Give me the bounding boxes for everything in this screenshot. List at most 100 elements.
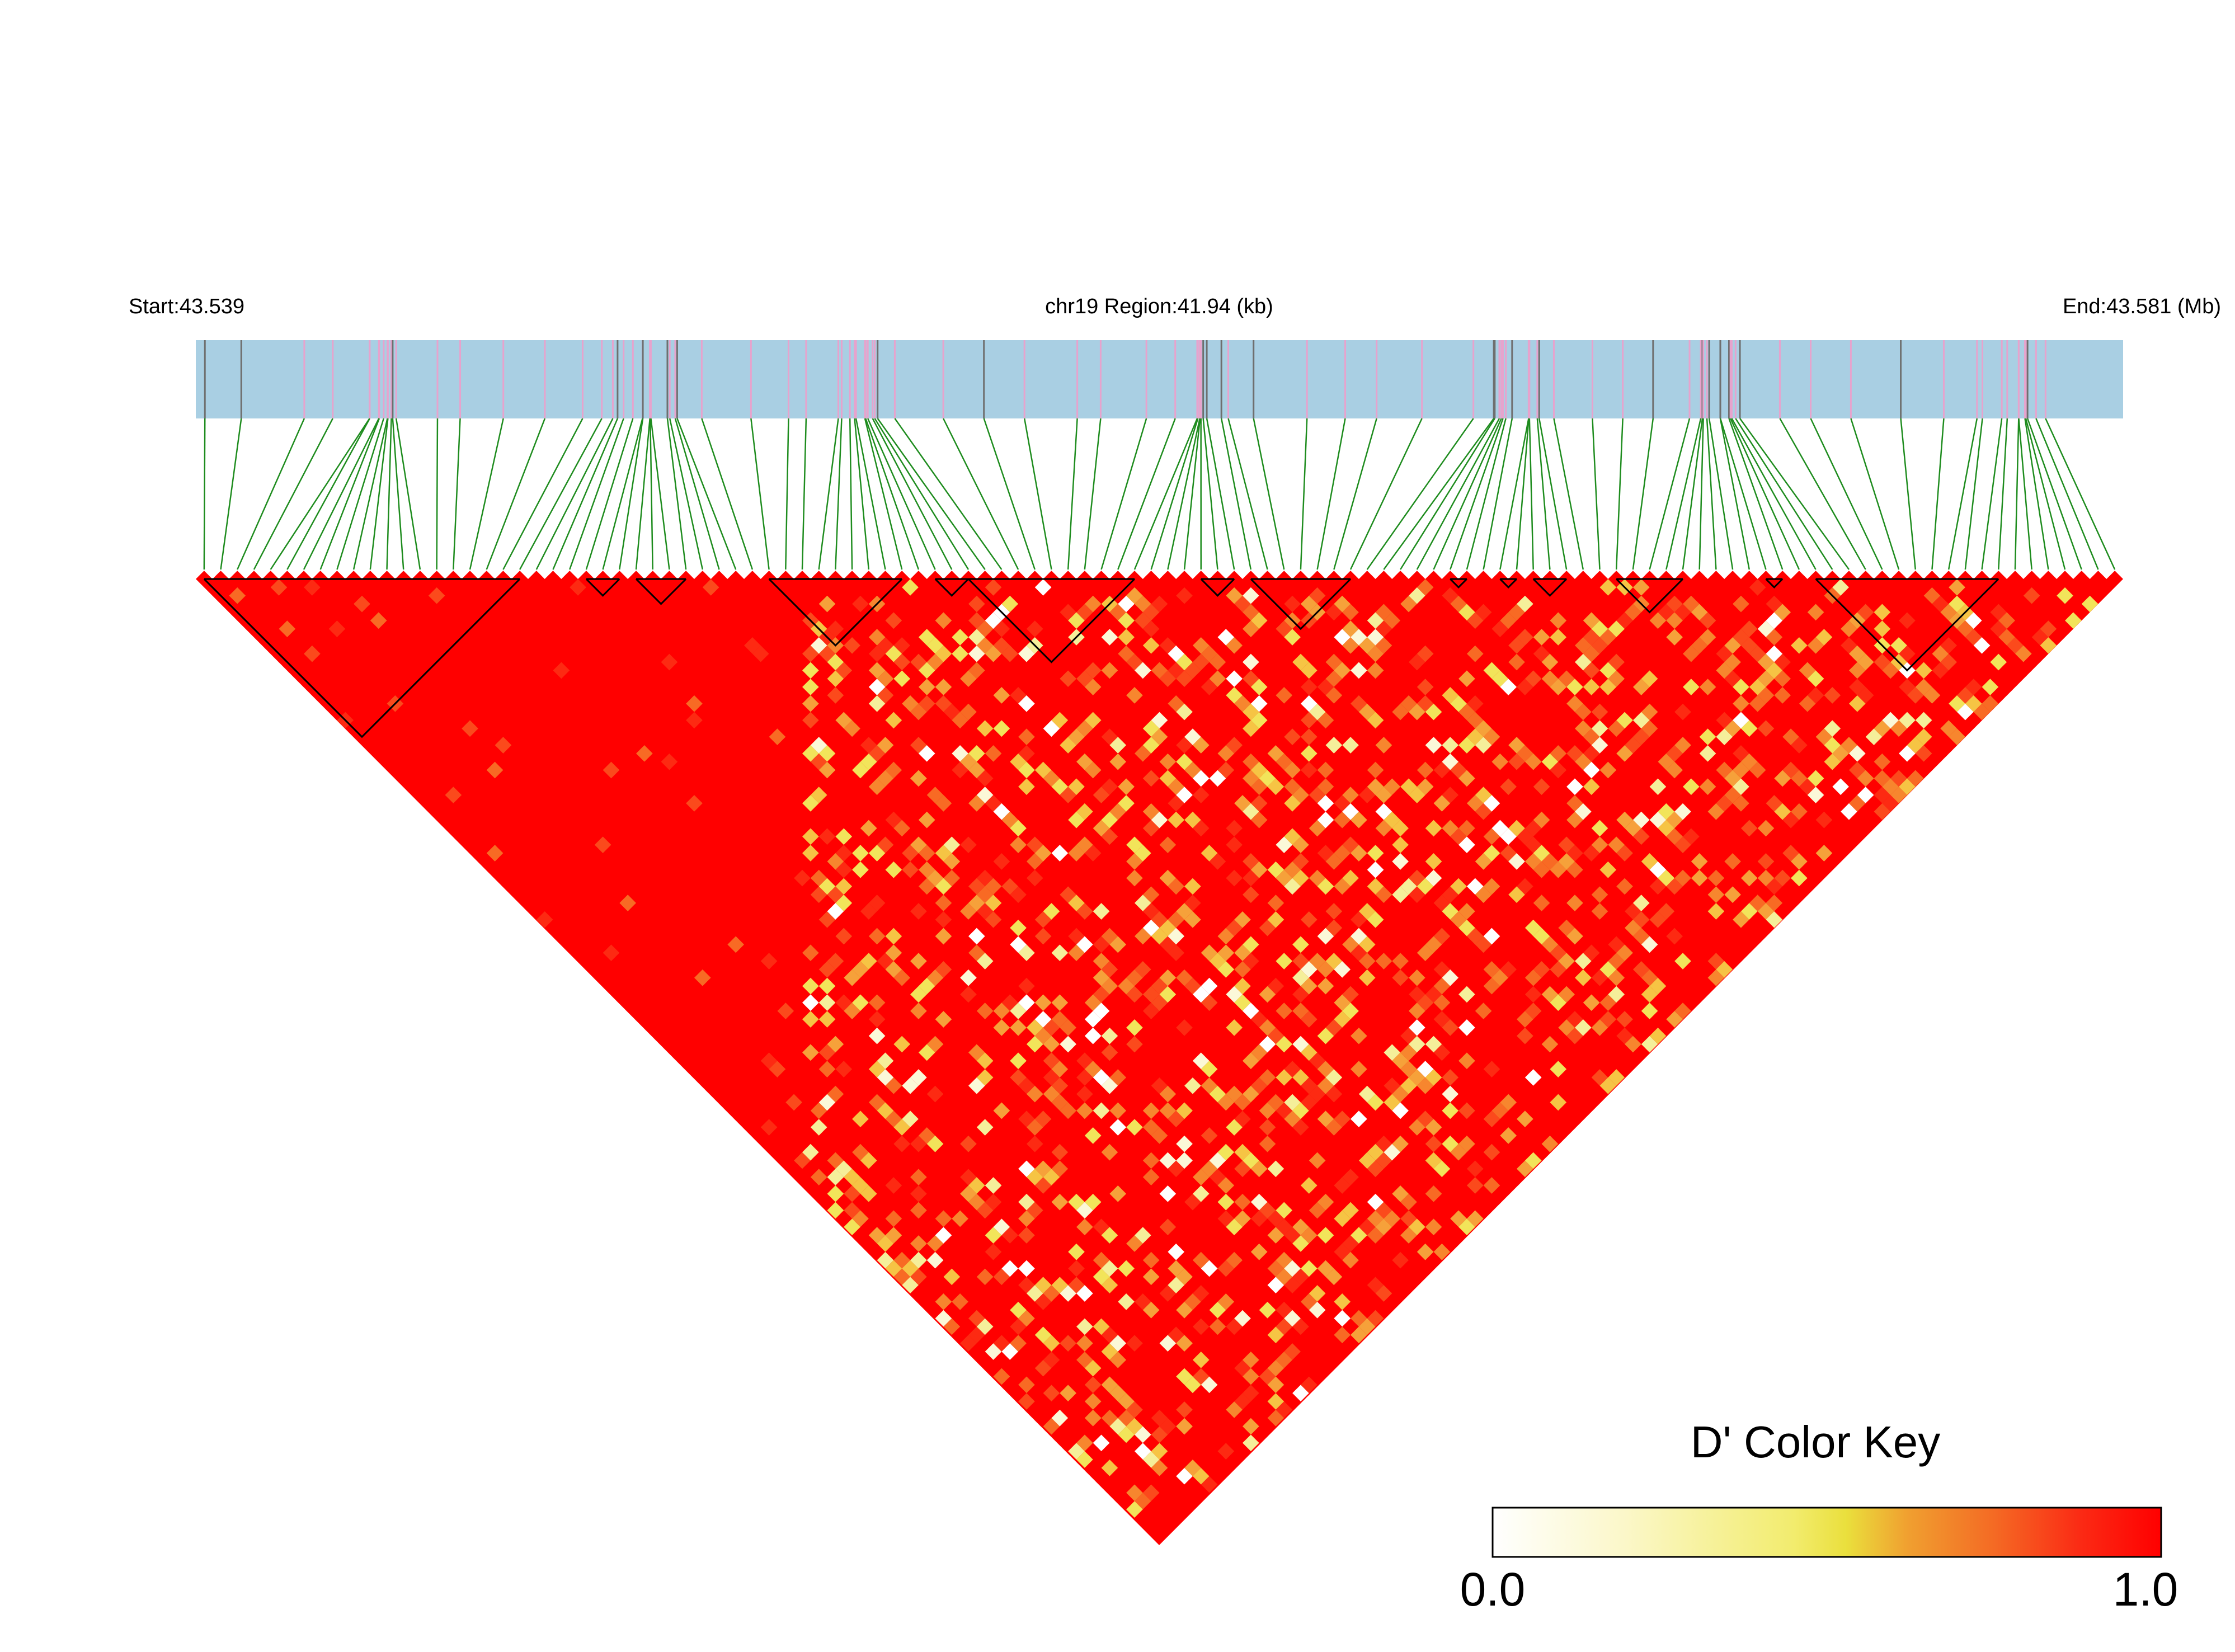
ld-cell <box>1641 670 1658 688</box>
ld-diagonal-cell <box>1524 571 1542 579</box>
ld-cell <box>1874 604 1891 621</box>
ld-cell <box>1242 953 1259 969</box>
ld-cell <box>818 878 836 895</box>
ld-cell <box>1392 836 1409 854</box>
ld-cell <box>1591 703 1608 721</box>
ld-cell <box>1351 662 1367 679</box>
ld-cell <box>1483 961 1500 978</box>
ld-cell <box>1076 1102 1093 1119</box>
ld-cell <box>1250 1160 1268 1178</box>
ld-cell <box>1118 629 1135 646</box>
snp-connector <box>1466 418 1507 570</box>
ld-cell <box>1500 961 1517 978</box>
ld-diagonal-cell <box>1093 571 1110 579</box>
ld-cell <box>1300 745 1318 762</box>
ld-cell <box>1276 1401 1293 1418</box>
ld-cell <box>1126 1036 1143 1053</box>
ld-cell <box>1151 595 1168 613</box>
ld-cell <box>1325 1019 1343 1036</box>
snp-connector <box>486 418 546 570</box>
ld-cell <box>1068 845 1085 862</box>
ld-diagonal-cell <box>328 571 346 579</box>
ld-cell <box>827 903 844 920</box>
ld-diagonal-cell <box>279 571 296 579</box>
ld-cell <box>1018 695 1035 712</box>
ld-diagonal-cell <box>495 571 512 579</box>
ld-cell <box>1101 1227 1118 1244</box>
haplotype-block-outline <box>934 578 970 597</box>
ld-cell <box>1209 1301 1226 1319</box>
snp-connector <box>1698 418 1704 570</box>
ld-cell <box>1076 1218 1093 1236</box>
ld-cell <box>910 1003 927 1020</box>
ld-cell <box>893 637 911 654</box>
ld-cell <box>943 1318 961 1335</box>
ld-cell <box>935 878 952 895</box>
snp-connector <box>1433 418 1502 570</box>
ld-cell <box>1043 903 1060 920</box>
ld-diagonal-cell <box>1940 571 1958 579</box>
ld-cell <box>1815 811 1833 829</box>
ld-diagonal-cell <box>1192 571 1210 579</box>
ld-cell <box>1699 629 1716 646</box>
ld-cell <box>993 1368 1010 1385</box>
ld-cell <box>968 928 985 945</box>
ld-diagonal-cell <box>395 571 412 579</box>
ld-cell <box>1442 969 1459 986</box>
snp-connector <box>867 418 936 570</box>
ld-cell <box>1890 787 1907 803</box>
ld-cell <box>1442 1102 1459 1119</box>
ld-diagonal-cell <box>993 571 1010 579</box>
ld-cell <box>1666 595 1683 613</box>
ld-cell <box>1599 861 1617 878</box>
ld-cell <box>802 944 819 962</box>
ld-cell <box>1566 811 1583 829</box>
ld-cell <box>1093 1434 1110 1452</box>
snp-connector <box>1499 418 1530 570</box>
ld-cell <box>1342 986 1359 1003</box>
ld-cell <box>1375 637 1392 654</box>
ld-cell <box>1990 653 2007 671</box>
ld-cell <box>1807 687 1824 704</box>
ld-cell <box>802 712 819 729</box>
ld-cell <box>860 903 877 920</box>
snp-connector <box>336 418 385 570</box>
ld-cell <box>835 928 853 945</box>
ld-cell <box>868 895 886 911</box>
ld-cell <box>1284 761 1301 779</box>
ld-cell <box>1632 911 1650 928</box>
ld-cell <box>1766 911 1783 928</box>
ld-cell <box>1699 745 1716 762</box>
ld-cell <box>1342 836 1359 854</box>
ld-cell <box>993 687 1010 704</box>
ld-cell <box>1101 778 1118 796</box>
ld-cell <box>1159 836 1177 854</box>
ld-cell <box>877 687 894 704</box>
ld-cell <box>993 620 1010 637</box>
ld-cell <box>1392 820 1409 837</box>
ld-cell <box>1201 1077 1218 1094</box>
ld-diagonal-cell <box>262 571 279 579</box>
ld-cell <box>802 662 819 679</box>
ld-cell <box>1026 620 1043 637</box>
ld-cell <box>902 845 919 862</box>
ld-cell <box>993 1218 1010 1236</box>
snp-connector <box>1117 418 1176 570</box>
ld-diagonal-cell <box>943 571 961 579</box>
ld-cell <box>1791 853 1808 870</box>
ld-cell <box>952 1293 968 1310</box>
ld-cell <box>1176 1135 1193 1152</box>
haplotype-block-outline <box>1499 578 1518 589</box>
snp-connector <box>1349 418 1423 570</box>
ld-cell <box>1442 737 1459 754</box>
ld-cell <box>935 795 952 812</box>
ld-cell <box>860 1152 877 1169</box>
ld-cell <box>1134 961 1151 978</box>
ld-cell <box>1118 778 1135 796</box>
ld-cell <box>686 695 703 712</box>
ld-cell <box>935 1210 952 1227</box>
ld-cell <box>1384 612 1401 629</box>
ld-cell <box>1450 911 1467 928</box>
ld-cell <box>1109 753 1127 770</box>
